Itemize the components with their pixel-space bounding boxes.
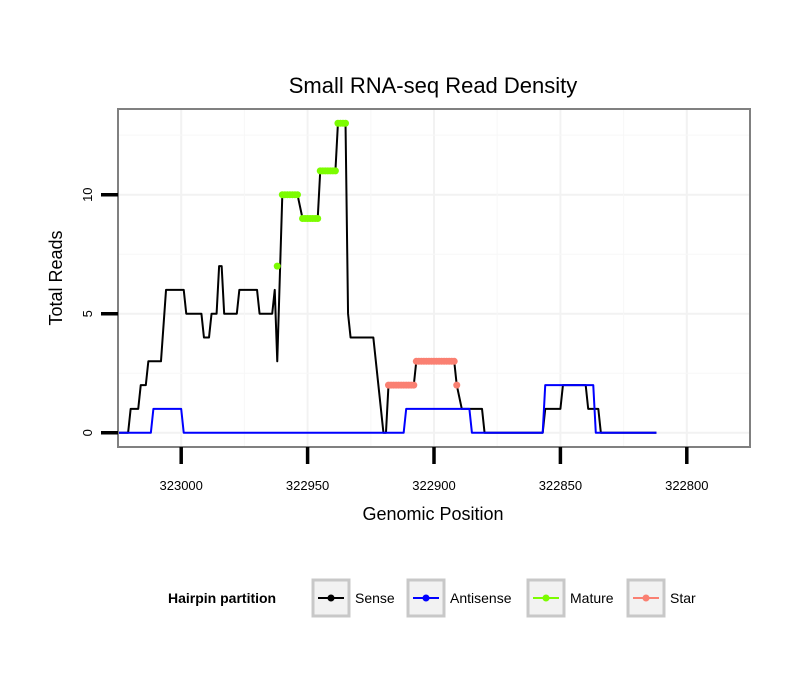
legend-label-sense: Sense xyxy=(355,590,395,606)
axes: 323000 322950 322900 322850 322800 0 5 10 xyxy=(80,187,708,493)
x-tick-label: 323000 xyxy=(160,478,203,493)
legend-label-antisense: Antisense xyxy=(450,590,512,606)
y-tick-label: 10 xyxy=(80,187,95,201)
y-axis-title: Total Reads xyxy=(46,230,66,325)
legend-swatch-star-point xyxy=(642,594,650,602)
series-star-point xyxy=(410,381,418,389)
y-tick-label: 0 xyxy=(80,429,95,436)
x-axis-title: Genomic Position xyxy=(362,504,503,524)
chart-title: Small RNA-seq Read Density xyxy=(289,73,578,98)
series-mature-point xyxy=(331,167,339,175)
x-tick-label: 322950 xyxy=(286,478,329,493)
series-mature-point xyxy=(314,214,322,222)
legend-label-mature: Mature xyxy=(570,590,614,606)
series-mature-point xyxy=(293,191,301,199)
series-star-point xyxy=(453,381,461,389)
legend-swatch-antisense-point xyxy=(422,594,430,602)
legend: Hairpin partition Sense Antisense Mature St… xyxy=(168,578,696,618)
series-mature-point xyxy=(342,119,350,127)
series-group xyxy=(118,119,657,434)
series-antisense-line xyxy=(118,384,657,434)
x-tick-label: 322850 xyxy=(539,478,582,493)
legend-swatch-mature-point xyxy=(542,594,550,602)
legend-swatch-sense-point xyxy=(327,594,335,602)
x-tick-label: 322800 xyxy=(665,478,708,493)
series-star-point xyxy=(450,357,458,365)
x-tick-label: 322900 xyxy=(412,478,455,493)
legend-label-star: Star xyxy=(670,590,696,606)
legend-title: Hairpin partition xyxy=(168,590,276,606)
series-mature-point xyxy=(273,262,281,270)
y-tick-label: 5 xyxy=(80,310,95,317)
